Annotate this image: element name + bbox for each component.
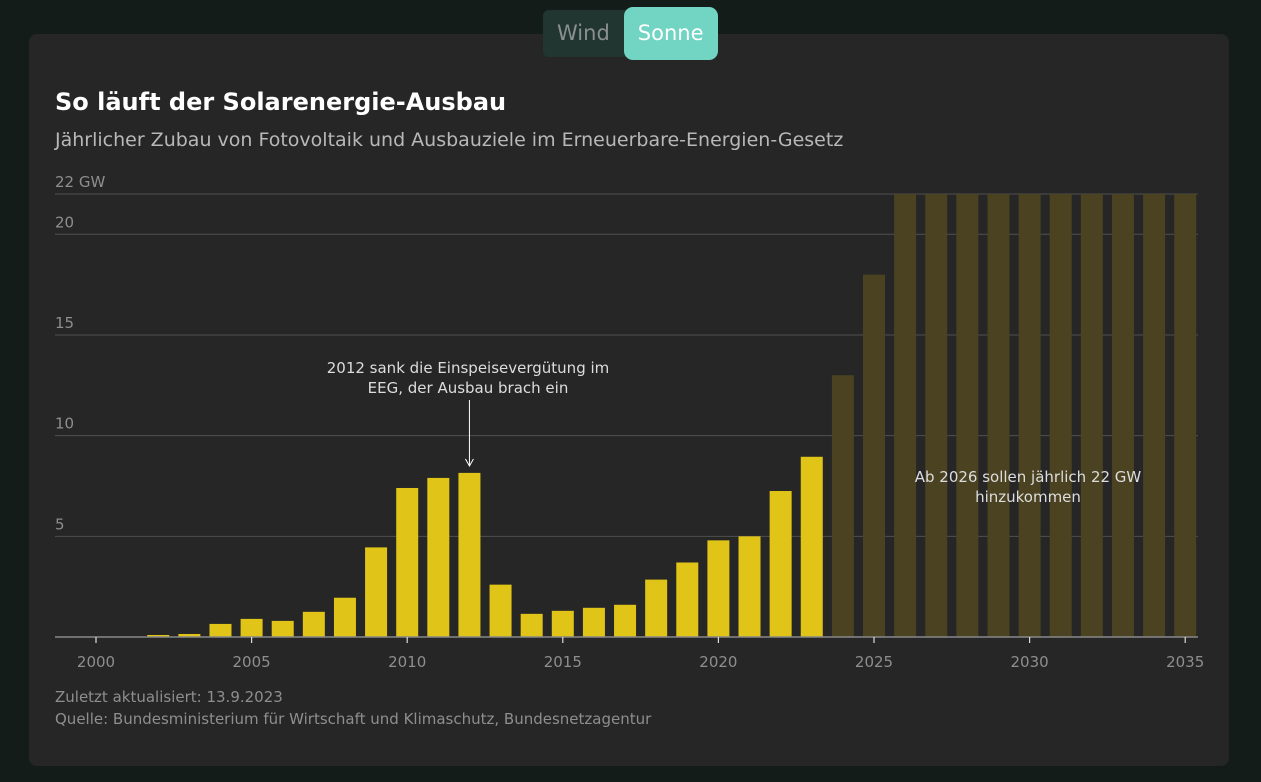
bar-2017 [614, 604, 637, 637]
bar-2026 [894, 194, 917, 637]
bar-2013 [489, 584, 512, 637]
bar-2021 [738, 536, 761, 637]
bar-2008 [333, 597, 356, 637]
bar-2019 [676, 562, 699, 637]
bar-2009 [365, 547, 388, 637]
bar-2031 [1049, 194, 1072, 637]
bar-2023 [800, 456, 823, 637]
annotation-target: hinzukommen [975, 488, 1081, 506]
source: Quelle: Bundesministerium für Wirtschaft… [55, 710, 652, 728]
annotation-2012: 2012 sank die Einspeisevergütung im [327, 359, 610, 377]
bar-2030 [1018, 194, 1041, 637]
last-updated: Zuletzt aktualisiert: 13.9.2023 [55, 688, 283, 706]
bar-2007 [302, 611, 325, 637]
annotation-2012: EEG, der Ausbau brach ein [368, 379, 569, 397]
bar-2028 [956, 194, 979, 637]
bar-2010 [396, 487, 419, 637]
bar-2012 [458, 472, 481, 637]
chart-title: So läuft der Solarenergie-Ausbau [55, 88, 507, 116]
bar-2016 [582, 607, 605, 637]
bar-2014 [520, 613, 543, 637]
bar-2015 [551, 610, 574, 637]
bar-2024 [831, 375, 854, 637]
x-tick-label: 2025 [855, 653, 893, 671]
x-tick-label: 2030 [1011, 653, 1049, 671]
x-tick-label: 2010 [388, 653, 426, 671]
arrow-head-icon [465, 458, 474, 468]
x-tick-label: 2020 [699, 653, 737, 671]
bar-2027 [925, 194, 948, 637]
bar-2035 [1174, 194, 1197, 637]
x-tick-label: 2035 [1166, 653, 1204, 671]
x-tick-label: 2015 [544, 653, 582, 671]
bar-2011 [427, 477, 450, 637]
y-tick-label: 10 [55, 415, 74, 433]
bar-2025 [863, 274, 885, 637]
y-tick-label: 22 GW [55, 173, 105, 191]
chart-subtitle: Jährlicher Zubau von Fotovoltaik und Aus… [55, 129, 844, 151]
bar-2032 [1080, 194, 1103, 637]
bar-2022 [769, 491, 792, 637]
x-tick-label: 2005 [233, 653, 271, 671]
x-tick-label: 2000 [77, 653, 115, 671]
y-tick-label: 15 [55, 314, 74, 332]
bar-2018 [645, 579, 668, 637]
bar-2020 [707, 540, 730, 637]
toggle-sonne-button[interactable]: Sonne [623, 7, 718, 60]
bar-2002 [147, 634, 170, 637]
bar-2033 [1111, 194, 1134, 637]
bar-2003 [178, 633, 201, 637]
toggle-wind-button[interactable]: Wind [557, 21, 610, 45]
y-tick-label: 20 [55, 213, 74, 231]
bar-2004 [209, 623, 232, 637]
bar-2005 [240, 618, 263, 637]
y-tick-label: 5 [55, 515, 65, 533]
energy-toggle: Wind Sonne [543, 7, 718, 60]
bar-2034 [1143, 194, 1166, 637]
annotation-target: Ab 2026 sollen jährlich 22 GW [915, 468, 1142, 486]
bar-2029 [987, 194, 1010, 637]
bar-2006 [271, 620, 294, 637]
